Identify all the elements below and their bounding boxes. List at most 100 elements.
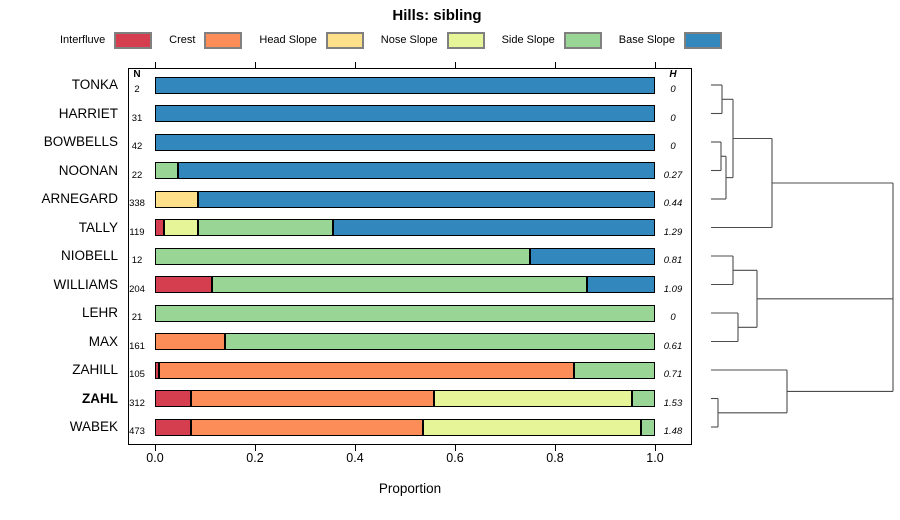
axis-tick-bottom (654, 445, 656, 451)
row-label-tonka: TONKA (71, 77, 118, 92)
stacked-bar (155, 133, 655, 151)
axis-tick-top (154, 62, 156, 68)
legend-item: Base Slope (618, 31, 722, 49)
n-value: 105 (129, 369, 145, 380)
row-label-zahill: ZAHILL (72, 362, 118, 377)
row-label-max: MAX (88, 333, 118, 349)
bar-segment-base-slope (155, 76, 655, 94)
h-value: 1.53 (663, 397, 683, 409)
legend-label: Nose Slope (380, 34, 438, 46)
legend-swatch (114, 31, 153, 49)
n-value: 161 (129, 340, 145, 352)
axis-tick-bottom (154, 445, 156, 451)
axis-tick-top (254, 62, 256, 68)
axis-tick-label: 0.8 (546, 451, 564, 465)
bar-segment-side-slope (225, 333, 655, 350)
legend-item: Side Slope (501, 31, 602, 49)
stacked-bar (155, 247, 655, 265)
row-label-arnegard: ARNEGARD (41, 191, 118, 206)
bar-segment-base-slope (155, 105, 655, 122)
stacked-bar (155, 418, 655, 436)
bar-segment-side-slope (632, 390, 655, 407)
legend-label: Side Slope (501, 34, 555, 46)
bar-segment-interfluve (155, 361, 160, 379)
bar-segment-side-slope (641, 418, 655, 436)
n-value: 31 (131, 112, 143, 124)
h-value: 0.81 (663, 255, 683, 266)
bar-segment-base-slope (155, 133, 655, 151)
legend-label: Crest (169, 34, 196, 46)
n-value: 119 (129, 226, 145, 238)
n-value: 21 (131, 312, 143, 323)
bar-segment-side-slope (155, 247, 530, 265)
n-column-header: N (133, 69, 141, 80)
h-value: 1.29 (663, 226, 683, 238)
row-label-niobell: NIOBELL (60, 248, 118, 263)
h-value: 0.44 (663, 198, 683, 209)
bar-segment-interfluve (155, 418, 191, 436)
h-value: 1.48 (663, 426, 683, 437)
row-label-noonan: NOONAN (58, 162, 118, 178)
legend-label: Base Slope (618, 34, 675, 46)
n-value: 204 (129, 283, 145, 295)
bar-segment-side-slope (155, 162, 178, 179)
axis-tick-bottom (354, 445, 356, 451)
bar-segment-interfluve (155, 219, 164, 236)
legend-swatch (204, 31, 243, 49)
legend-item: Nose Slope (380, 31, 485, 49)
legend-swatch (446, 31, 485, 49)
legend-swatch (684, 31, 722, 49)
bar-segment-side-slope (573, 361, 655, 379)
legend-label: Interfluve (60, 34, 106, 46)
bar-segment-side-slope (211, 276, 587, 293)
n-value: 12 (131, 255, 143, 266)
bar-segment-nose-slope (434, 390, 632, 407)
chart-title: Hills: sibling (392, 7, 482, 24)
legend-item: Head Slope (259, 31, 364, 49)
legend-item: Interfluve (60, 31, 153, 49)
axis-tick-label: 0.0 (146, 451, 164, 465)
bar-segment-base-slope (333, 219, 655, 236)
row-label-lehr: LEHR (81, 305, 118, 320)
stacked-bar (155, 333, 655, 350)
h-value: 1.09 (663, 283, 683, 295)
x-axis-label: Proportion (378, 481, 442, 496)
h-value: 0.27 (663, 169, 683, 181)
h-value: 0 (670, 84, 676, 95)
axis-tick-label: 0.4 (346, 451, 364, 465)
bar-segment-nose-slope (423, 418, 641, 436)
stacked-bar (155, 105, 655, 122)
n-value: 338 (129, 198, 145, 209)
bar-segment-base-slope (177, 162, 655, 179)
h-column-header: H (669, 69, 677, 80)
h-value: 0 (670, 141, 676, 152)
bar-segment-base-slope (530, 247, 655, 265)
stacked-bar (155, 76, 655, 94)
row-label-wabek: WABEK (69, 419, 118, 434)
axis-tick-label: 1.0 (646, 451, 664, 465)
bar-segment-side-slope (155, 304, 655, 322)
bar-segment-nose-slope (163, 219, 198, 236)
bar-segment-interfluve (155, 390, 191, 407)
axis-tick-bottom (554, 445, 556, 451)
stacked-bar (155, 390, 655, 407)
stacked-bar (155, 304, 655, 322)
bar-segment-head-slope (155, 190, 198, 208)
bar-segment-base-slope (586, 276, 655, 293)
row-label-bowbells: BOWBELLS (43, 134, 118, 149)
n-value: 42 (131, 141, 143, 152)
stacked-bar (155, 219, 655, 236)
bar-segment-base-slope (197, 190, 655, 208)
bar-segment-side-slope (198, 219, 333, 236)
h-value: 0.71 (663, 369, 683, 380)
legend-item: Crest (169, 31, 243, 49)
row-label-tally: TALLY (78, 219, 118, 235)
stacked-bar (155, 190, 655, 208)
axis-tick-top (654, 62, 656, 68)
bar-segment-crest (191, 418, 423, 436)
bar-segment-crest (190, 390, 434, 407)
legend-label: Head Slope (259, 34, 317, 46)
stacked-bar (155, 162, 655, 179)
axis-tick-bottom (254, 445, 256, 451)
